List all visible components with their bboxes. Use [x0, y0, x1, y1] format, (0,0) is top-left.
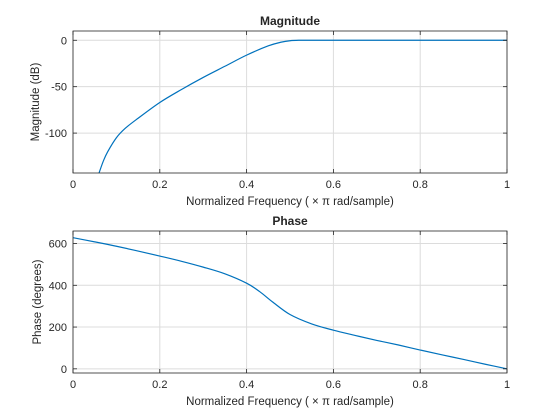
phase-xtick-label: 0.8: [413, 379, 428, 391]
magnitude-plot-box: [72, 30, 508, 174]
phase-xlabel: Normalized Frequency ( × π rad/sample): [186, 396, 394, 408]
phase-title: Phase: [272, 214, 308, 228]
phase-series-line: [73, 237, 507, 370]
phase-ytick-label: 200: [49, 322, 67, 334]
phase-xtick-label: 0.4: [239, 379, 254, 391]
phase-xtick-label: 1: [504, 379, 510, 391]
magnitude-curve-group: [98, 39, 507, 173]
magnitude-ytick-label: 0: [61, 35, 67, 47]
phase-ylabel: Phase (degrees): [32, 259, 44, 344]
phase-ytick-label: 600: [49, 239, 67, 251]
magnitude-xtick-label: 0.8: [413, 179, 428, 191]
phase-axes: Phase 0 0.2 0.4 0.6 0.8 1 0 200 400 600 Normalize…: [32, 214, 510, 408]
phase-plot-box: [72, 230, 508, 374]
magnitude-axes: Magnitude 0 0.2 0.4 0.6 0.8 1 -100 -50 0 Normali…: [30, 14, 510, 208]
magnitude-ytick-label: -100: [45, 128, 67, 140]
phase-ytick-label: 0: [61, 364, 67, 376]
magnitude-xlabel: Normalized Frequency ( × π rad/sample): [186, 196, 394, 208]
phase-ytick-label: 400: [49, 280, 67, 292]
magnitude-ylabel: Magnitude (dB): [30, 63, 42, 142]
phase-curve-group: [73, 237, 507, 370]
magnitude-series-line: [98, 39, 507, 173]
phase-ticks: 0 0.2 0.4 0.6 0.8 1 0 200 400 600: [49, 231, 510, 391]
magnitude-ytick-label: -50: [51, 82, 67, 94]
phase-grid: [72, 231, 508, 373]
phase-xtick-label: 0.2: [152, 379, 167, 391]
magnitude-xtick-label: 0: [70, 179, 76, 191]
magnitude-title: Magnitude: [260, 14, 320, 28]
magnitude-xtick-label: 0.6: [326, 179, 341, 191]
magnitude-xtick-label: 1: [504, 179, 510, 191]
magnitude-xtick-label: 0.2: [152, 179, 167, 191]
magnitude-xtick-label: 0.4: [239, 179, 254, 191]
phase-xtick-label: 0: [70, 379, 76, 391]
magnitude-ticks: 0 0.2 0.4 0.6 0.8 1 -100 -50 0: [45, 31, 510, 191]
phase-xtick-label: 0.6: [326, 379, 341, 391]
